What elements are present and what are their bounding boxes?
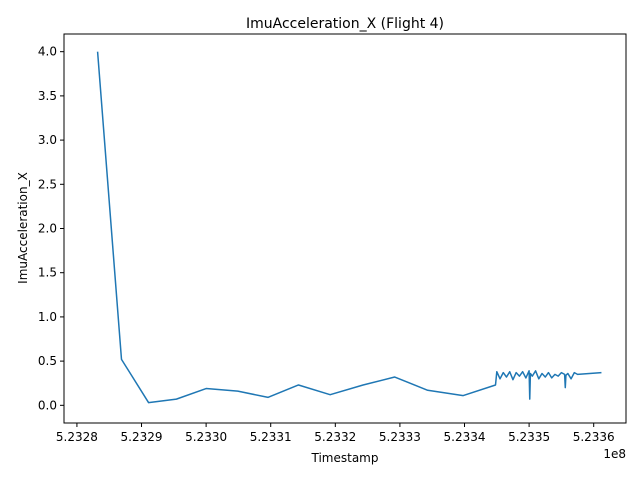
chart-title: ImuAcceleration_X (Flight 4): [246, 16, 444, 32]
y-tick-label: 0.5: [38, 354, 57, 368]
x-tick-label: 5.2330: [185, 430, 227, 444]
x-tick-label: 5.2329: [121, 430, 163, 444]
plot-area: [96, 51, 602, 404]
x-tick-label: 5.2328: [56, 430, 98, 444]
x-tick-label: 5.2332: [314, 430, 356, 444]
x-axis-ticks: 5.2328 5.2329 5.2330 5.2331 5.2332 5.2333 5.23…: [56, 423, 615, 444]
y-tick-label: 3.5: [38, 89, 57, 103]
x-tick-label: 5.2333: [379, 430, 421, 444]
y-tick-label: 2.0: [38, 222, 57, 236]
y-tick-label: 1.0: [38, 310, 57, 324]
y-axis-ticks: 0.0 0.5 1.0 1.5 2.0 2.5 3.0 3.5 4.0: [38, 45, 64, 412]
x-axis-label: Timestamp: [311, 451, 379, 465]
x-tick-label: 5.2335: [508, 430, 550, 444]
y-tick-label: 4.0: [38, 45, 57, 59]
y-tick-label: 2.5: [38, 177, 57, 191]
axes-frame: [63, 33, 627, 424]
series-line: [96, 51, 602, 404]
x-tick-label: 5.2334: [444, 430, 486, 444]
y-tick-label: 0.0: [38, 398, 57, 412]
y-tick-label: 1.5: [38, 266, 57, 280]
x-tick-label: 5.2336: [573, 430, 615, 444]
x-axis-offset-label: 1e8: [603, 447, 626, 461]
y-axis-label: ImuAcceleration_X: [16, 172, 30, 284]
x-tick-label: 5.2331: [250, 430, 292, 444]
y-tick-label: 3.0: [38, 133, 57, 147]
